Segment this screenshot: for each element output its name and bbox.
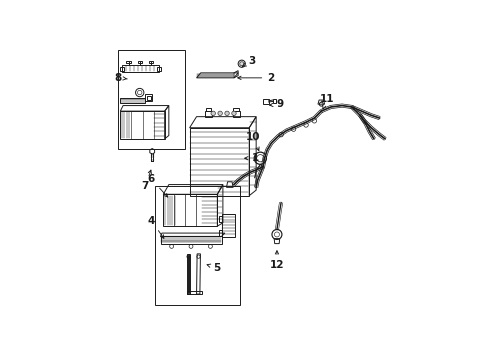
Bar: [117, 50, 185, 149]
Bar: [155, 186, 239, 305]
Circle shape: [218, 111, 222, 116]
Text: 9: 9: [269, 99, 284, 109]
Text: 1: 1: [244, 153, 259, 163]
Text: 11: 11: [319, 94, 333, 109]
Text: 5: 5: [206, 263, 220, 273]
Text: 8: 8: [114, 73, 127, 83]
Text: 10: 10: [245, 132, 260, 150]
Circle shape: [210, 111, 215, 116]
Text: 2: 2: [237, 73, 274, 83]
Text: 12: 12: [269, 251, 284, 270]
Text: 6: 6: [147, 174, 167, 197]
Text: 3: 3: [242, 56, 255, 66]
Circle shape: [224, 111, 229, 116]
Bar: [126, 61, 131, 63]
Bar: [137, 61, 142, 63]
Text: 4: 4: [147, 216, 163, 238]
Bar: [272, 99, 276, 103]
Circle shape: [238, 60, 245, 67]
Circle shape: [231, 111, 236, 116]
Text: 7: 7: [142, 170, 151, 191]
Bar: [148, 61, 153, 63]
